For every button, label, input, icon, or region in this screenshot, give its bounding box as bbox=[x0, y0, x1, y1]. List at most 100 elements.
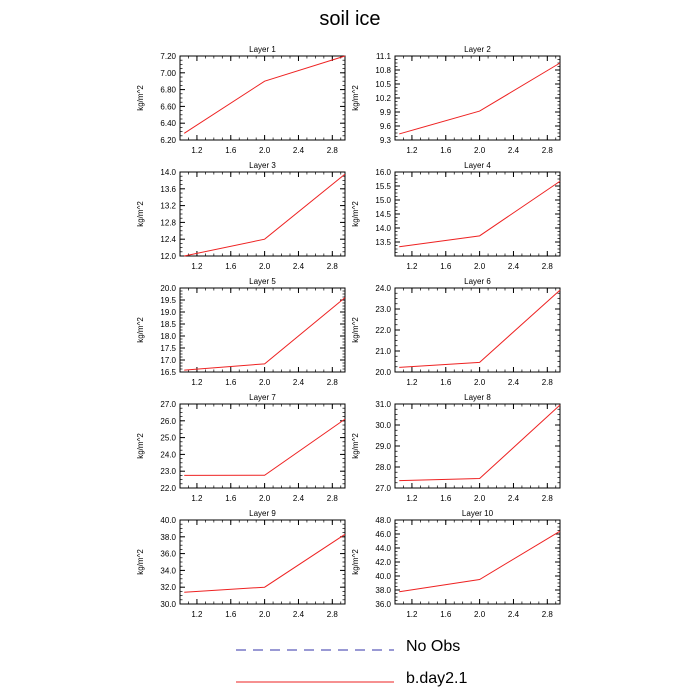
y-tick-label: 48.0 bbox=[375, 516, 391, 525]
series-line-b-day2-1 bbox=[399, 62, 561, 135]
x-tick-label: 1.2 bbox=[406, 378, 418, 387]
panel-title: Layer 3 bbox=[249, 161, 276, 170]
y-axis-label: kg/m^2 bbox=[136, 433, 145, 459]
series-line-b-day2-1 bbox=[184, 533, 346, 593]
panel-layer-2: Layer 2 kg/m^2 9.3 9.6 9.9 10.2 10.5 10.8 11.1 1.… bbox=[351, 45, 561, 155]
y-tick-label: 6.20 bbox=[160, 136, 176, 145]
y-tick-label: 14.5 bbox=[375, 210, 391, 219]
y-tick-label: 9.9 bbox=[380, 108, 392, 117]
panel-layer-10: Layer 10 kg/m^2 36.0 38.0 40.0 42.0 44.0 46.0 48… bbox=[351, 509, 561, 619]
panel-title: Layer 2 bbox=[464, 45, 491, 54]
y-tick-label: 27.0 bbox=[160, 400, 176, 409]
y-tick-label: 25.0 bbox=[160, 434, 176, 443]
series-line-b-day2-1 bbox=[183, 55, 346, 134]
y-tick-label: 44.0 bbox=[375, 544, 391, 553]
x-tick-label: 1.6 bbox=[440, 378, 452, 387]
plot-frame bbox=[179, 55, 346, 141]
x-tick-label: 1.2 bbox=[191, 378, 203, 387]
x-tick-label: 2.4 bbox=[508, 494, 520, 503]
x-tick-label: 2.0 bbox=[259, 610, 271, 619]
panel-layer-5: Layer 5 kg/m^2 16.5 17.0 17.5 18.0 18.5 19.0 19.… bbox=[136, 277, 346, 387]
legend-label-no-obs: No Obs bbox=[406, 638, 461, 655]
x-tick-label: 1.6 bbox=[440, 610, 452, 619]
y-tick-label: 26.0 bbox=[160, 417, 176, 426]
y-tick-label: 18.0 bbox=[160, 332, 176, 341]
panel-title: Layer 8 bbox=[464, 393, 491, 402]
panel-layer-6: Layer 6 kg/m^2 20.0 21.0 22.0 23.0 24.0 1.2 1.6 2… bbox=[351, 277, 561, 387]
x-tick-label: 1.2 bbox=[191, 494, 203, 503]
y-tick-label: 22.0 bbox=[160, 484, 176, 493]
panel-layer-9: Layer 9 kg/m^2 30.0 32.0 34.0 36.0 38.0 40.0 1.2… bbox=[136, 509, 346, 619]
figure-title: soil ice bbox=[319, 8, 381, 30]
x-tick-label: 1.2 bbox=[406, 494, 418, 503]
y-tick-label: 10.5 bbox=[375, 80, 391, 89]
panel-title: Layer 9 bbox=[249, 509, 276, 518]
x-tick-label: 2.8 bbox=[327, 378, 339, 387]
plot-frame bbox=[394, 519, 561, 605]
x-tick-label: 2.8 bbox=[542, 494, 554, 503]
y-tick-label: 36.0 bbox=[375, 600, 391, 609]
y-tick-label: 10.8 bbox=[375, 66, 391, 75]
panel-title: Layer 1 bbox=[249, 45, 276, 54]
legend-swatch-solid bbox=[236, 681, 394, 683]
plot-frame bbox=[179, 171, 346, 257]
x-tick-label: 2.8 bbox=[327, 262, 339, 271]
y-tick-label: 14.0 bbox=[375, 224, 391, 233]
y-tick-label: 15.5 bbox=[375, 182, 391, 191]
plot-frame bbox=[394, 55, 561, 141]
panel-title: Layer 6 bbox=[464, 277, 491, 286]
x-tick-label: 2.8 bbox=[327, 494, 339, 503]
x-tick-label: 2.0 bbox=[474, 146, 486, 155]
x-tick-label: 2.0 bbox=[259, 262, 271, 271]
panel-title: Layer 10 bbox=[462, 509, 494, 518]
x-tick-label: 2.4 bbox=[293, 378, 305, 387]
x-tick-label: 2.8 bbox=[542, 378, 554, 387]
y-tick-label: 13.5 bbox=[375, 238, 391, 247]
x-tick-label: 2.0 bbox=[474, 378, 486, 387]
y-tick-label: 40.0 bbox=[160, 516, 176, 525]
y-tick-label: 16.5 bbox=[160, 368, 176, 377]
y-tick-label: 12.4 bbox=[160, 235, 176, 244]
legend-label-b-day2-1: b.day2.1 bbox=[406, 670, 468, 687]
x-tick-label: 1.6 bbox=[440, 262, 452, 271]
plot-frame bbox=[394, 287, 561, 373]
x-tick-label: 2.4 bbox=[293, 262, 305, 271]
panel-layer-4: Layer 4 kg/m^2 13.5 14.0 14.5 15.0 15.5 16.0 1.2… bbox=[351, 161, 561, 271]
y-axis-label: kg/m^2 bbox=[136, 549, 145, 575]
panel-layer-3: Layer 3 kg/m^2 12.0 12.4 12.8 13.2 13.6 14.0 1.2… bbox=[136, 161, 346, 271]
series-line-b-day2-1 bbox=[184, 418, 346, 476]
x-tick-label: 2.0 bbox=[259, 146, 271, 155]
x-tick-label: 1.6 bbox=[225, 610, 237, 619]
y-tick-label: 6.60 bbox=[160, 102, 176, 111]
y-tick-label: 20.0 bbox=[160, 284, 176, 293]
x-tick-label: 2.4 bbox=[508, 146, 520, 155]
x-tick-label: 2.0 bbox=[259, 494, 271, 503]
x-tick-label: 2.0 bbox=[474, 494, 486, 503]
x-tick-label: 1.2 bbox=[191, 610, 203, 619]
x-tick-label: 1.2 bbox=[191, 262, 203, 271]
x-tick-label: 1.6 bbox=[440, 494, 452, 503]
x-tick-label: 2.8 bbox=[542, 262, 554, 271]
y-tick-label: 31.0 bbox=[375, 400, 391, 409]
y-tick-label: 36.0 bbox=[160, 550, 176, 559]
series-line-b-day2-1 bbox=[184, 297, 346, 371]
x-tick-label: 2.8 bbox=[542, 146, 554, 155]
plot-frame bbox=[394, 171, 561, 257]
y-tick-label: 15.0 bbox=[375, 196, 391, 205]
y-tick-label: 40.0 bbox=[375, 572, 391, 581]
x-tick-label: 1.2 bbox=[406, 610, 418, 619]
y-tick-label: 32.0 bbox=[160, 583, 176, 592]
series-line-b-day2-1 bbox=[399, 530, 561, 593]
y-tick-label: 22.0 bbox=[375, 326, 391, 335]
x-tick-label: 1.6 bbox=[225, 494, 237, 503]
x-tick-label: 1.2 bbox=[406, 262, 418, 271]
y-tick-label: 6.40 bbox=[160, 119, 176, 128]
y-axis-label: kg/m^2 bbox=[351, 549, 360, 575]
y-tick-label: 24.0 bbox=[375, 284, 391, 293]
y-tick-label: 10.2 bbox=[375, 94, 391, 103]
y-axis-label: kg/m^2 bbox=[136, 317, 145, 343]
panel-layer-8: Layer 8 kg/m^2 27.0 28.0 29.0 30.0 31.0 1.2 1.6 2… bbox=[351, 393, 561, 503]
y-tick-label: 19.5 bbox=[160, 296, 176, 305]
y-axis-label: kg/m^2 bbox=[351, 201, 360, 227]
